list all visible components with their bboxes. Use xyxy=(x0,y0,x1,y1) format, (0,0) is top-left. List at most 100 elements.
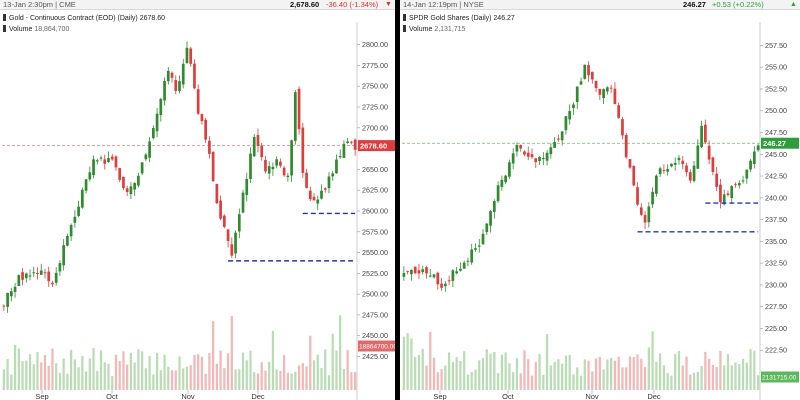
candle-body xyxy=(54,272,58,283)
volume-bar xyxy=(591,371,594,390)
candle-body xyxy=(462,262,466,269)
volume-bar xyxy=(212,320,215,390)
volume-bar xyxy=(25,360,28,390)
candle-body xyxy=(32,272,36,274)
volume-bar xyxy=(756,375,760,390)
left-volume-label: Volume xyxy=(9,26,33,33)
candle-body xyxy=(455,271,458,274)
right-candlestick-chart[interactable]: 222.50 225.00 227.50 230.00 232.50 235.00 237.… xyxy=(400,0,800,400)
volume-bar xyxy=(58,372,62,390)
volume-bar xyxy=(13,344,17,390)
volume-bar xyxy=(114,354,118,390)
volume-bar xyxy=(564,355,568,390)
volume-bar xyxy=(264,370,267,390)
candle-body xyxy=(590,71,594,80)
y-tick-label: 240.00 xyxy=(765,193,787,202)
candle-body xyxy=(560,131,564,141)
candle-body xyxy=(662,170,666,172)
volume-bar xyxy=(587,360,590,390)
candle-body xyxy=(196,89,200,114)
volume-bar xyxy=(478,360,481,390)
candle-body xyxy=(222,215,226,227)
y-tick-label: 2600.00 xyxy=(362,206,388,215)
volume-bar xyxy=(219,350,222,390)
right-chart-panel: 14-Jan 12:19pm | NYSE 246.27 +0.53 (+0.2… xyxy=(400,0,800,400)
volume-bar xyxy=(141,351,144,390)
volume-bar xyxy=(55,363,58,390)
volume-bar xyxy=(159,370,162,390)
candle-body xyxy=(226,229,230,242)
candle-body xyxy=(745,169,749,179)
volume-bar xyxy=(670,375,673,390)
volume-bar xyxy=(602,369,605,390)
candle-body xyxy=(519,145,523,149)
volume-bar xyxy=(568,355,571,390)
y-tick-label: 225.00 xyxy=(765,324,787,333)
candle-body xyxy=(568,111,572,120)
volume-bar xyxy=(316,354,319,390)
candle-body xyxy=(297,88,301,130)
candle-body xyxy=(681,160,685,165)
left-header-bar: 13-Jan 2:30pm | CME 2,678.60 -36.40 (-1.… xyxy=(0,0,395,10)
candle-body xyxy=(617,105,621,118)
candle-body xyxy=(466,260,470,262)
volume-bar xyxy=(301,363,304,390)
volume-bar xyxy=(170,370,174,390)
candle-body xyxy=(526,152,530,157)
y-tick-label: 2750.00 xyxy=(362,82,388,91)
volume-bar xyxy=(436,372,439,390)
candle-body xyxy=(320,190,323,199)
volume-bar xyxy=(43,355,47,390)
candle-body xyxy=(301,127,305,173)
candle-body xyxy=(477,245,481,247)
volume-bar xyxy=(711,364,715,390)
y-tick-label: 2725.00 xyxy=(362,103,388,112)
x-tick-label: Sep xyxy=(433,392,446,400)
volume-bar xyxy=(6,358,9,390)
right-change-arrow-icon: ▲ xyxy=(790,1,797,8)
volume-bar xyxy=(163,354,166,390)
candle-body xyxy=(170,72,174,78)
candle-body xyxy=(410,269,413,275)
candle-body xyxy=(282,167,286,176)
volume-bar xyxy=(417,355,421,390)
volume-bar xyxy=(185,366,189,390)
candle-body xyxy=(204,119,208,140)
candle-body xyxy=(47,271,51,282)
candle-body xyxy=(241,192,245,213)
left-title: Gold - Continuous Contract (EOD) (Daily)… xyxy=(3,14,165,22)
candle-body xyxy=(492,201,496,212)
volume-bar xyxy=(696,371,699,390)
volume-bar xyxy=(118,360,121,390)
candle-body xyxy=(402,273,406,277)
candle-body xyxy=(447,280,451,282)
candle-body xyxy=(99,157,103,159)
candle-body xyxy=(312,196,316,201)
volume-bar xyxy=(256,373,260,390)
volume-value-box xyxy=(358,340,395,352)
volume-bar xyxy=(636,354,639,390)
candle-body xyxy=(62,245,66,266)
candle-body xyxy=(77,206,80,216)
volume-bar xyxy=(677,350,681,390)
candle-body xyxy=(643,215,647,223)
left-candlestick-chart[interactable]: 2425.00 2450.00 2475.00 2500.00 2525.00 2550.… xyxy=(0,0,395,400)
volume-bar xyxy=(36,352,39,390)
volume-bar xyxy=(553,361,556,390)
volume-bar xyxy=(309,335,312,390)
candle-body xyxy=(323,188,327,190)
volume-bar xyxy=(339,315,342,390)
candle-body xyxy=(752,151,756,165)
x-tick-label: Dec xyxy=(251,392,265,400)
volume-bar xyxy=(342,369,346,390)
volume-bar xyxy=(527,359,530,390)
candle-body xyxy=(66,235,69,246)
candle-body xyxy=(730,186,734,199)
candle-body xyxy=(639,207,643,215)
candle-body xyxy=(583,64,587,79)
volume-bar xyxy=(193,354,196,390)
candle-body xyxy=(13,286,17,292)
candle-body xyxy=(305,172,308,188)
y-tick-label: 2425.00 xyxy=(362,352,388,361)
candle-body xyxy=(700,125,703,148)
